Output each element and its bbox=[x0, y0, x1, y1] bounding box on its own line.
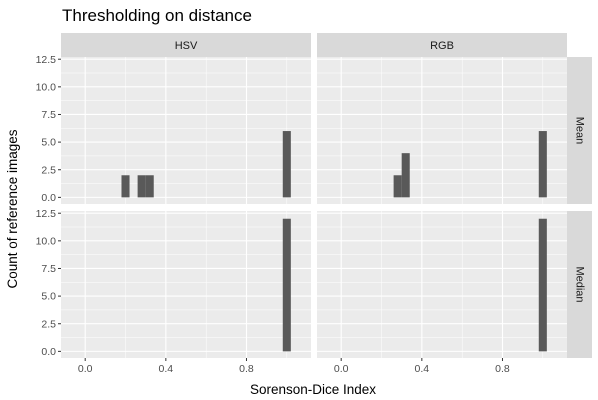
panel-background bbox=[61, 57, 311, 204]
y-tick-label: 10.0 bbox=[36, 81, 57, 93]
panel-hsv-mean: 0.0 2.5 5.0 7.5 10.0 12.5 bbox=[36, 54, 311, 204]
y-tick-label: 0.0 bbox=[41, 346, 56, 358]
x-axis-title: Sorenson-Dice Index bbox=[250, 382, 376, 397]
facet-panels: 0.0 2.5 5.0 7.5 10.0 12.5 0.0 0.4 0.8 0.0 2.5 5.0 7.… bbox=[36, 33, 592, 375]
y-axis-title: Count of reference images bbox=[5, 129, 20, 288]
histogram-bar bbox=[393, 175, 402, 198]
histogram-bar bbox=[538, 131, 547, 198]
y-tick-label: 5.0 bbox=[41, 291, 56, 303]
strip-label-hsv: HSV bbox=[175, 40, 198, 52]
panel-rgb-median: 0.0 0.4 0.8 bbox=[317, 211, 567, 375]
y-tick-label: 12.5 bbox=[36, 208, 57, 220]
x-tick-label: 0.0 bbox=[78, 363, 93, 375]
strip-mean bbox=[567, 57, 592, 204]
histogram-bar bbox=[121, 175, 130, 198]
panel-hsv-median: 0.0 0.4 0.8 0.0 2.5 5.0 7.5 10.0 12.5 bbox=[36, 208, 311, 375]
y-tick-label: 5.0 bbox=[41, 137, 56, 149]
strip-label-rgb: RGB bbox=[430, 40, 454, 52]
panel-background bbox=[317, 211, 567, 358]
histogram-bar bbox=[137, 175, 146, 198]
histogram-bar bbox=[282, 218, 291, 352]
histogram-bar bbox=[538, 218, 547, 352]
histogram-bar bbox=[145, 175, 154, 198]
y-tick-label: 2.5 bbox=[41, 164, 56, 176]
x-tick-label: 0.4 bbox=[159, 363, 174, 375]
x-tick-label: 0.8 bbox=[239, 363, 254, 375]
strip-hsv bbox=[61, 33, 311, 57]
chart-title: Thresholding on distance bbox=[62, 6, 252, 25]
histogram-bar bbox=[401, 153, 410, 198]
y-tick-label: 2.5 bbox=[41, 318, 56, 330]
panel-background bbox=[317, 57, 567, 204]
panel-rgb-mean bbox=[317, 57, 567, 204]
x-tick-label: 0.8 bbox=[495, 363, 510, 375]
panel-background bbox=[61, 211, 311, 358]
y-tick-label: 7.5 bbox=[41, 109, 56, 121]
y-tick-label: 12.5 bbox=[36, 54, 57, 66]
y-tick-label: 10.0 bbox=[36, 235, 57, 247]
strip-rgb bbox=[317, 33, 567, 57]
y-tick-label: 7.5 bbox=[41, 263, 56, 275]
strip-median bbox=[567, 211, 592, 358]
y-tick-label: 0.0 bbox=[41, 192, 56, 204]
strip-label-mean: Mean bbox=[574, 117, 586, 145]
histogram-bar bbox=[282, 131, 291, 198]
x-tick-label: 0.0 bbox=[334, 363, 349, 375]
x-tick-label: 0.4 bbox=[415, 363, 430, 375]
strip-label-median: Median bbox=[574, 266, 586, 302]
